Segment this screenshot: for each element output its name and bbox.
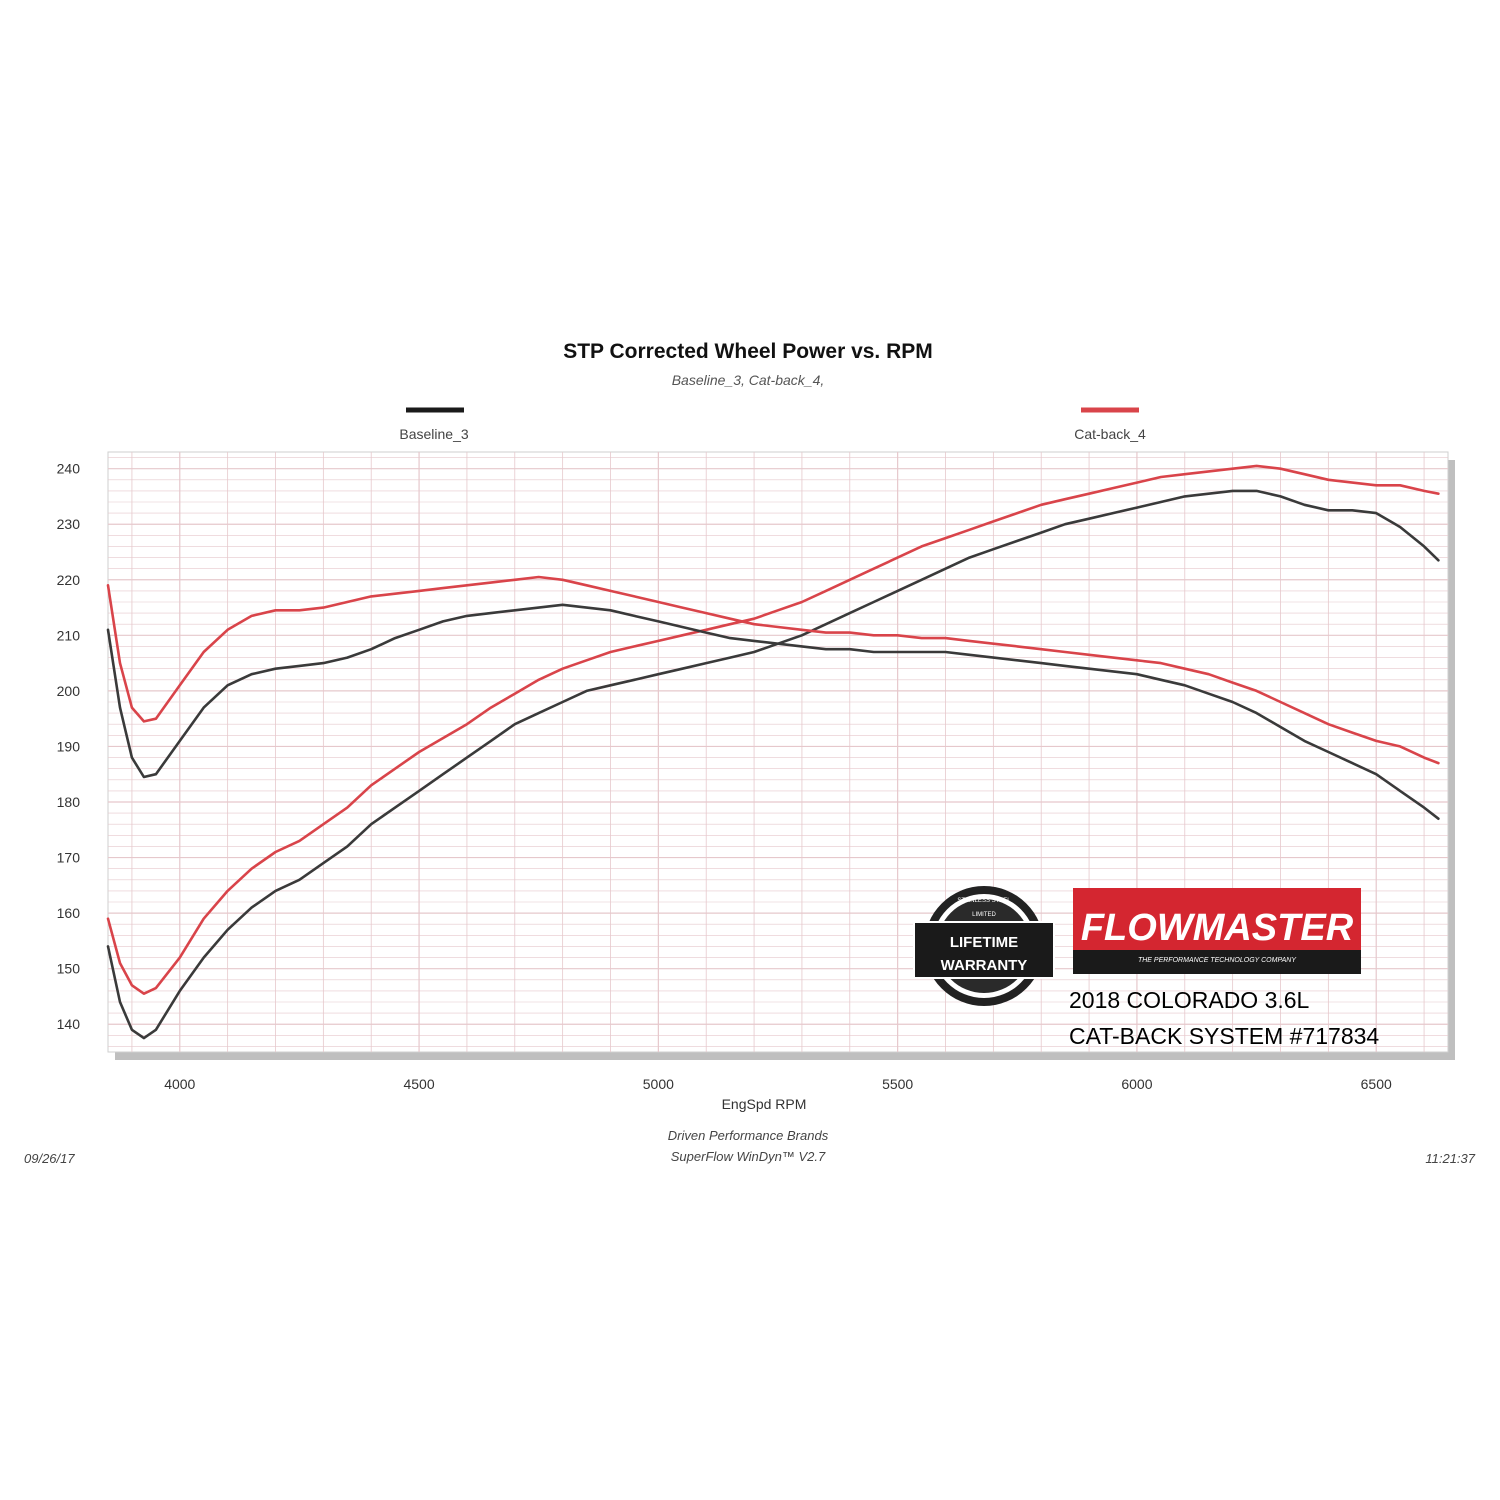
brand-tagline: THE PERFORMANCE TECHNOLOGY COMPANY: [1138, 957, 1297, 964]
y-tick-label: 230: [57, 516, 81, 532]
lifetime-warranty-badge: STAINLESS STEEL LIMITED LIFETIME WARRANT…: [913, 886, 1055, 1006]
badge-lifetime-text: LIFETIME: [950, 934, 1018, 951]
y-tick-label: 160: [57, 905, 81, 921]
chart-title: STP Corrected Wheel Power vs. RPM: [563, 340, 933, 363]
x-tick-label: 5500: [882, 1076, 913, 1092]
badge-warranty-text: WARRANTY: [941, 957, 1028, 974]
badge-limited-text: LIMITED: [972, 912, 996, 918]
series-line-cat-back-4-torque: [106, 575, 1440, 765]
product-part-number: CAT-BACK SYSTEM #717834: [1069, 1023, 1379, 1049]
y-tick-label: 140: [57, 1016, 81, 1032]
footer-time: 11:21:37: [1425, 1151, 1475, 1166]
x-tick-label: 4000: [164, 1076, 195, 1092]
series-line-baseline-3-torque: [106, 603, 1440, 820]
legend-label-baseline: Baseline_3: [399, 426, 468, 442]
y-tick-label: 190: [57, 738, 81, 754]
y-tick-label: 240: [57, 461, 81, 477]
y-tick-label: 150: [57, 961, 81, 977]
x-axis-label: EngSpd RPM: [722, 1096, 807, 1112]
chart-subtitle: Baseline_3, Cat-back_4,: [672, 372, 825, 388]
series-lines: [106, 464, 1440, 1040]
y-tick-label: 220: [57, 572, 81, 588]
y-axis-ticks: 140 150 160 170 180 190 200 210 220 230 240: [57, 461, 81, 1033]
y-tick-label: 180: [57, 794, 81, 810]
x-tick-label: 5000: [643, 1076, 674, 1092]
flowmaster-logo: FLOWMASTER THE PERFORMANCE TECHNOLOGY CO…: [1073, 888, 1361, 974]
series-line-cat-back-4-power: [106, 464, 1440, 995]
footer-company: Driven Performance Brands: [668, 1128, 829, 1143]
x-tick-label: 6500: [1361, 1076, 1392, 1092]
x-tick-label: 4500: [403, 1076, 434, 1092]
y-tick-label: 200: [57, 683, 81, 699]
brand-name: FLOWMASTER: [1081, 907, 1354, 949]
badge-top-text: STAINLESS STEEL: [957, 898, 1011, 904]
legend-label-catback: Cat-back_4: [1074, 426, 1146, 442]
footer-date: 09/26/17: [24, 1151, 75, 1166]
y-tick-label: 170: [57, 850, 81, 866]
x-tick-label: 6000: [1121, 1076, 1152, 1092]
footer-software: SuperFlow WinDyn™ V2.7: [671, 1149, 826, 1164]
series-line-baseline-3-power: [106, 489, 1440, 1040]
product-name: 2018 COLORADO 3.6L: [1069, 987, 1310, 1013]
y-tick-label: 210: [57, 627, 81, 643]
legend: Baseline_3 Cat-back_4: [399, 407, 1146, 442]
x-axis-ticks: 4000 4500 5000 5500 6000 6500: [164, 1076, 1392, 1092]
